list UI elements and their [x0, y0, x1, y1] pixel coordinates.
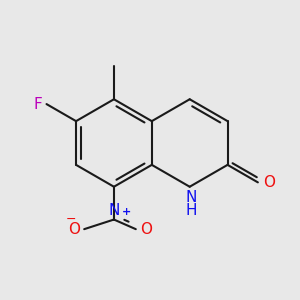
Text: H: H — [186, 203, 197, 218]
Text: +: + — [122, 207, 131, 217]
Text: O: O — [68, 222, 80, 237]
Text: N: N — [186, 190, 197, 205]
Text: −: − — [66, 213, 76, 226]
Text: O: O — [140, 222, 152, 237]
Text: N: N — [108, 203, 120, 218]
Text: O: O — [263, 175, 275, 190]
Text: F: F — [33, 97, 42, 112]
